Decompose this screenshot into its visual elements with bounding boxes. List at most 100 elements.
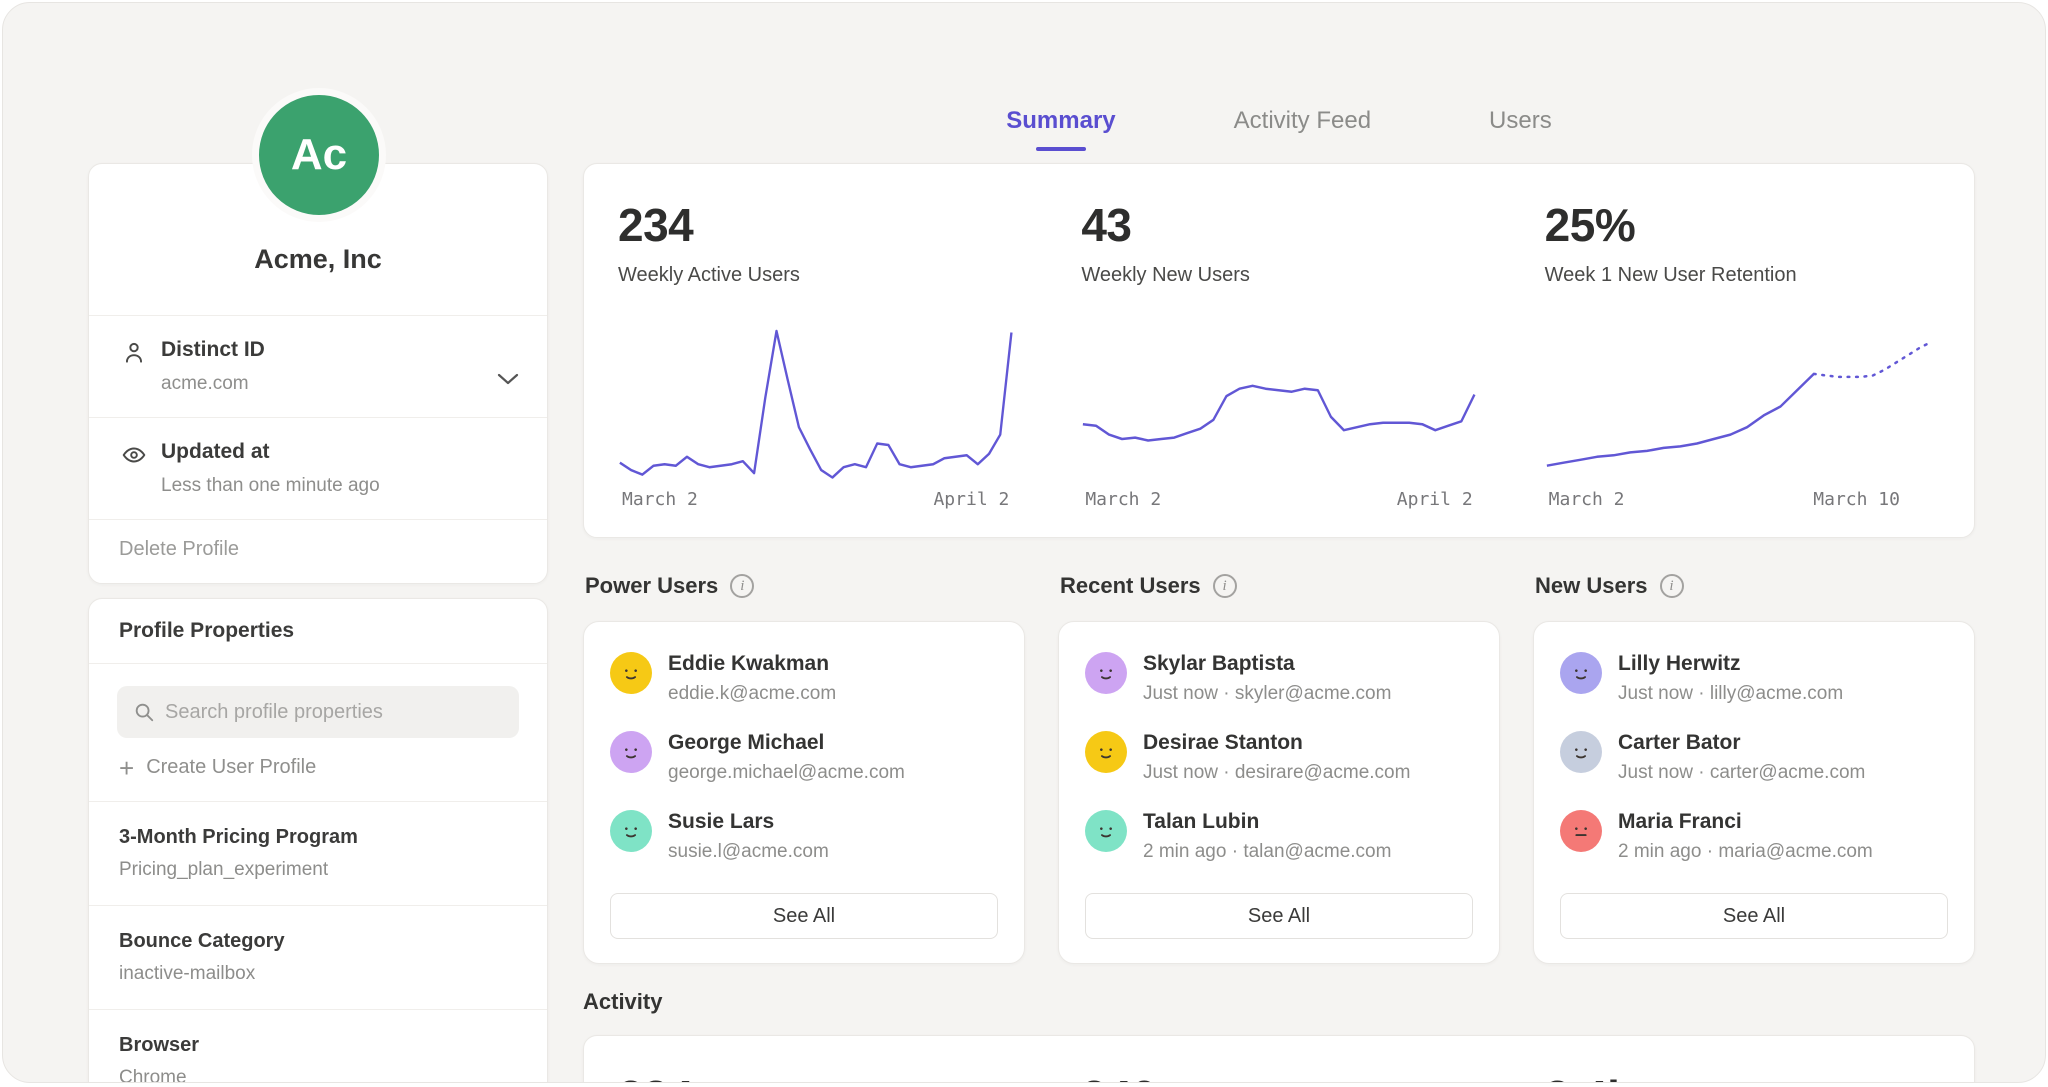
tab-users[interactable]: Users (1489, 107, 1552, 151)
x-tick-start: March 2 (1549, 489, 1625, 510)
field-label: Updated at (161, 440, 517, 464)
activity-stat-value: 240 (1081, 1070, 1476, 1083)
user-detail: susie.l@acme.com (668, 841, 829, 863)
user-detail: eddie.k@acme.com (668, 683, 836, 705)
weekly-active-users-line-chart (618, 325, 1013, 483)
x-axis-ticks: March 2 April 2 (618, 489, 1013, 510)
profile-properties-title: Profile Properties (89, 599, 547, 663)
user-name: Susie Lars (668, 810, 829, 834)
user-text: Maria Franci 2 min ago · maria@acme.com (1618, 810, 1873, 863)
stat-weekly-new-users: 43 Weekly New Users March 2 April 2 (1047, 164, 1510, 537)
activity-stat: 240 (1047, 1036, 1510, 1083)
tab-activity-feed-label: Activity Feed (1234, 107, 1371, 134)
face-icon (1567, 738, 1595, 766)
create-user-profile-button[interactable]: + Create User Profile (119, 756, 517, 779)
user-name: Desirae Stanton (1143, 731, 1410, 755)
user-text: Carter Bator Just now · carter@acme.com (1618, 731, 1865, 784)
x-tick-start: March 2 (622, 489, 698, 510)
face-icon (617, 817, 645, 845)
user-row[interactable]: Eddie Kwakman eddie.k@acme.com (610, 652, 998, 705)
see-all-button[interactable]: See All (610, 893, 998, 939)
tab-summary[interactable]: Summary (1006, 107, 1115, 151)
user-name: George Michael (668, 731, 905, 755)
see-all-button[interactable]: See All (1085, 893, 1473, 939)
user-row[interactable]: Susie Lars susie.l@acme.com (610, 810, 998, 863)
summary-card: 234 Weekly Active Users March 2 April 2 … (583, 163, 1975, 538)
x-axis-ticks: March 2 March 10 (1545, 489, 1940, 510)
recent-users-card: Skylar Baptista Just now · skyler@acme.c… (1058, 621, 1500, 964)
see-all-button[interactable]: See All (1560, 893, 1948, 939)
recent-users-section: Recent Users i Skylar Baptista Just now … (1058, 573, 1500, 964)
user-detail: Just now · carter@acme.com (1618, 762, 1865, 784)
person-icon (121, 340, 147, 366)
field-row-distinct-id: Distinct ID acme.com (89, 316, 547, 417)
profile-card: Acme, Inc Distinct ID acme.com (88, 163, 548, 584)
avatar (610, 731, 652, 773)
user-name: Skylar Baptista (1143, 652, 1391, 676)
divider (89, 663, 547, 664)
info-icon[interactable]: i (1660, 574, 1684, 598)
activity-stat: 3.4k (1511, 1036, 1974, 1083)
user-name: Maria Franci (1618, 810, 1873, 834)
delete-profile-button[interactable]: Delete Profile (89, 520, 547, 583)
user-row[interactable]: Talan Lubin 2 min ago · talan@acme.com (1085, 810, 1473, 863)
user-name: Lilly Herwitz (1618, 652, 1843, 676)
search-icon (133, 701, 155, 723)
user-text: Desirae Stanton Just now · desirare@acme… (1143, 731, 1410, 784)
user-name: Carter Bator (1618, 731, 1865, 755)
user-text: Lilly Herwitz Just now · lilly@acme.com (1618, 652, 1843, 705)
activity-stat: 234 (584, 1036, 1047, 1083)
property-row[interactable]: 3-Month Pricing Program Pricing_plan_exp… (89, 802, 547, 905)
property-label: Browser (119, 1034, 517, 1057)
property-row[interactable]: Bounce Category inactive-mailbox (89, 906, 547, 1009)
user-row[interactable]: Skylar Baptista Just now · skyler@acme.c… (1085, 652, 1473, 705)
avatar (1560, 810, 1602, 852)
new-users-card: Lilly Herwitz Just now · lilly@acme.com … (1533, 621, 1975, 964)
user-text: George Michael george.michael@acme.com (668, 731, 905, 784)
activity-heading: Activity (583, 989, 662, 1015)
user-row[interactable]: Desirae Stanton Just now · desirare@acme… (1085, 731, 1473, 784)
new-users-heading: New Users i (1533, 573, 1975, 599)
x-tick-end: April 2 (1397, 489, 1473, 510)
info-icon[interactable]: i (730, 574, 754, 598)
stat-value: 25% (1545, 198, 1940, 252)
user-detail: Just now · lilly@acme.com (1618, 683, 1843, 705)
avatar (1085, 731, 1127, 773)
profile-properties-card: Profile Properties + Create User Profile… (88, 598, 548, 1083)
property-value: inactive-mailbox (119, 963, 517, 985)
user-name: Eddie Kwakman (668, 652, 836, 676)
property-row[interactable]: Browser Chrome (89, 1010, 547, 1083)
info-icon[interactable]: i (1213, 574, 1237, 598)
user-row[interactable]: Carter Bator Just now · carter@acme.com (1560, 731, 1948, 784)
user-row[interactable]: Maria Franci 2 min ago · maria@acme.com (1560, 810, 1948, 863)
section-title: Power Users (585, 573, 718, 599)
activity-stat-value: 3.4k (1545, 1070, 1940, 1083)
face-icon (1567, 659, 1595, 687)
tab-activity-feed[interactable]: Activity Feed (1234, 107, 1371, 151)
x-tick-start: March 2 (1085, 489, 1161, 510)
avatar (1085, 652, 1127, 694)
user-row[interactable]: George Michael george.michael@acme.com (610, 731, 998, 784)
section-title: New Users (1535, 573, 1648, 599)
user-row[interactable]: Lilly Herwitz Just now · lilly@acme.com (1560, 652, 1948, 705)
app-frame: Ac Acme, Inc Distinct ID acme.com (2, 2, 2046, 1083)
face-icon (1092, 738, 1120, 766)
tab-users-label: Users (1489, 107, 1552, 134)
eye-icon (121, 442, 147, 468)
user-detail: 2 min ago · talan@acme.com (1143, 841, 1391, 863)
company-avatar: Ac (252, 88, 386, 222)
search-input[interactable] (165, 701, 503, 724)
user-detail: Just now · skyler@acme.com (1143, 683, 1391, 705)
field-row-updated-at: Updated at Less than one minute ago (89, 418, 547, 519)
stat-value: 234 (618, 198, 1013, 252)
chevron-down-icon[interactable] (497, 372, 519, 386)
active-tab-underline (1036, 147, 1086, 151)
stat-weekly-active-users: 234 Weekly Active Users March 2 April 2 (584, 164, 1047, 537)
x-axis-ticks: March 2 April 2 (1081, 489, 1476, 510)
user-text: Skylar Baptista Just now · skyler@acme.c… (1143, 652, 1391, 705)
face-icon (1092, 659, 1120, 687)
property-label: Bounce Category (119, 930, 517, 953)
avatar (1560, 731, 1602, 773)
activity-card: 234 240 3.4k (583, 1035, 1975, 1083)
recent-users-heading: Recent Users i (1058, 573, 1500, 599)
